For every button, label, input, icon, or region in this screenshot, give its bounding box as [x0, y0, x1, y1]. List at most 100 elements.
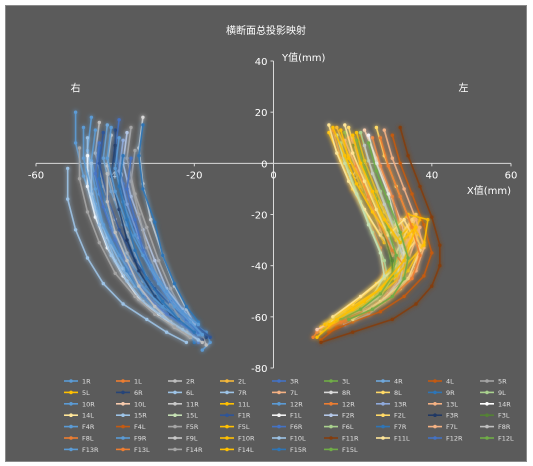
data-point	[125, 187, 129, 191]
data-point	[141, 115, 145, 120]
legend-item: F7R	[376, 423, 407, 431]
legend-item: 15R	[116, 412, 147, 420]
legend-swatch-marker	[69, 447, 73, 452]
legend-item: F12L	[480, 435, 514, 443]
legend-swatch-marker	[121, 436, 125, 440]
legend-swatch-marker	[433, 379, 437, 383]
legend-label: F2R	[342, 412, 355, 420]
data-point	[402, 294, 406, 299]
data-point	[398, 161, 402, 165]
data-point	[430, 215, 434, 219]
legend-swatch-marker	[225, 402, 229, 406]
data-point	[125, 279, 129, 283]
legend-swatch-marker	[173, 390, 177, 395]
legend-label: F12R	[446, 435, 463, 443]
legend-item: 5R	[480, 378, 507, 386]
data-point	[113, 238, 117, 242]
data-point	[394, 253, 398, 258]
data-point	[137, 269, 141, 273]
legend-swatch-marker	[121, 447, 125, 452]
data-point	[374, 161, 379, 165]
data-point	[402, 187, 406, 191]
data-point	[137, 212, 141, 217]
data-point	[168, 287, 173, 291]
data-point	[418, 253, 422, 258]
data-point	[157, 258, 161, 263]
legend-swatch-marker	[277, 379, 281, 383]
data-point	[351, 133, 355, 137]
legend-item: 2L	[220, 378, 246, 386]
data-point	[331, 125, 335, 130]
legend-item: 4R	[376, 378, 403, 386]
data-point	[85, 184, 90, 189]
data-point	[422, 274, 426, 278]
data-point	[208, 335, 212, 339]
data-point	[315, 330, 319, 334]
legend-swatch-marker	[433, 424, 437, 429]
data-point	[358, 294, 363, 299]
data-point	[145, 225, 149, 229]
data-point	[137, 154, 141, 158]
data-point	[354, 192, 359, 196]
legend-item: F11L	[376, 435, 410, 443]
legend-swatch-marker	[225, 413, 229, 418]
legend-label: F10L	[290, 435, 306, 443]
data-point	[125, 251, 129, 255]
data-point	[113, 143, 117, 148]
data-point	[410, 276, 414, 281]
y-tick-label: -20	[251, 211, 267, 222]
data-point	[315, 327, 319, 332]
legend-swatch-marker	[277, 447, 281, 452]
data-point	[386, 164, 390, 168]
data-point	[398, 194, 402, 199]
y-axis-label: Y值(mm)	[281, 51, 325, 64]
legend-swatch-marker	[69, 402, 73, 406]
legend-label: 2L	[238, 378, 246, 386]
legend-label: 9R	[446, 389, 455, 397]
data-point	[418, 184, 422, 189]
data-point	[101, 223, 106, 227]
data-point	[390, 317, 394, 322]
data-point	[157, 281, 161, 286]
legend-item: 6L	[168, 389, 194, 397]
legend-swatch-marker	[69, 379, 73, 383]
data-point	[366, 194, 371, 199]
legend-label: 1R	[82, 378, 91, 386]
legend-label: F13L	[134, 446, 150, 454]
data-point	[153, 220, 157, 224]
data-point	[125, 217, 129, 222]
legend-swatch-marker	[485, 436, 489, 440]
y-tick-label: -60	[251, 313, 267, 324]
data-point	[362, 128, 367, 132]
data-point	[406, 154, 410, 158]
data-point	[105, 171, 110, 176]
legend-item: F6L	[324, 423, 354, 431]
legend-label: F9R	[134, 435, 147, 443]
data-point	[390, 133, 394, 137]
data-point	[137, 284, 141, 288]
legend-label: 15L	[186, 412, 198, 420]
data-point	[121, 302, 125, 306]
legend-label: 8L	[394, 389, 402, 397]
legend-item: F15L	[324, 446, 358, 454]
data-point	[339, 317, 343, 322]
legend-item: F4R	[64, 423, 95, 431]
annotations-group: 右左	[71, 82, 469, 95]
data-point	[196, 322, 200, 327]
legend-label: F14L	[238, 446, 254, 454]
legend-item: 9R	[428, 389, 455, 397]
legend-swatch-marker	[173, 447, 177, 452]
legend-item: 7R	[220, 389, 247, 397]
legend-item: F10R	[220, 435, 255, 443]
legend-label: F1L	[290, 412, 302, 420]
data-point	[161, 304, 165, 309]
data-point	[418, 243, 422, 247]
legend-swatch-marker	[173, 436, 177, 440]
x-tick-label: -20	[186, 170, 202, 181]
data-point	[382, 217, 386, 222]
legend-swatch-marker	[225, 390, 229, 395]
legend-swatch-marker	[485, 413, 489, 418]
legend-item: 4L	[428, 378, 454, 386]
legend-swatch-marker	[121, 413, 125, 418]
data-point	[319, 340, 323, 345]
